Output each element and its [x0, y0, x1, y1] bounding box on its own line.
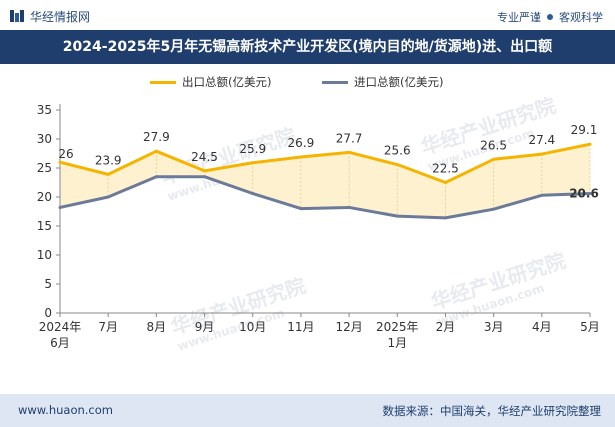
export-data-label: 27.7	[336, 131, 363, 145]
x-tick-label: 2025年	[376, 320, 419, 334]
legend-swatch-export	[150, 80, 176, 84]
x-tick-label: 12月	[335, 320, 362, 334]
export-data-label: 26.9	[288, 136, 315, 150]
export-data-label: 22.5	[432, 162, 459, 176]
import-series-line-point	[395, 214, 399, 218]
export-series-line-point	[347, 150, 351, 154]
x-tick-label: 11月	[287, 320, 314, 334]
y-tick-label: 15	[37, 219, 52, 233]
import-series-line-point	[347, 205, 351, 209]
x-tick-label: 1月	[387, 336, 407, 350]
legend-swatch-import	[322, 80, 348, 84]
title-bar: 2024-2025年5月年无锡高新技术产业开发区(境内目的地/货源地)进、出口额	[0, 30, 615, 64]
legend-label-export: 出口总额(亿美元)	[182, 75, 272, 89]
export-data-label: 29.1	[571, 123, 598, 137]
import-series-line-point	[492, 207, 496, 211]
y-tick-label: 30	[37, 132, 52, 146]
import-series-line-point	[154, 175, 158, 179]
x-tick-label: 3月	[484, 320, 504, 334]
export-series-line-point	[203, 169, 207, 173]
x-tick-label: 10月	[239, 320, 266, 334]
export-data-label: 23.9	[95, 153, 122, 167]
tagline-dot-icon	[547, 14, 553, 20]
import-series-line-point	[443, 216, 447, 220]
y-tick-label: 5	[44, 277, 52, 291]
tagline: 专业严谨 客观科学	[497, 9, 603, 25]
footer-website: www.huaon.com	[18, 403, 113, 417]
y-tick-label: 35	[37, 103, 52, 117]
x-tick-label: 7月	[98, 320, 118, 334]
export-series-line-point	[443, 181, 447, 184]
export-series-line-point	[395, 163, 399, 167]
legend: 出口总额(亿美元) 进口总额(亿美元)	[0, 74, 615, 92]
tagline-right: 客观科学	[559, 11, 603, 24]
export-series-line-point	[251, 161, 255, 165]
y-tick-label: 25	[37, 161, 52, 175]
import-series-line	[59, 175, 591, 220]
export-data-label: 24.5	[191, 150, 218, 164]
logo-text: 华经情报网	[30, 9, 91, 24]
export-series-line-point	[106, 172, 110, 176]
export-series-line-point	[588, 142, 592, 146]
import-series-line-point	[299, 207, 303, 211]
footer: www.huaon.com 数据来源：中国海关，华经产业研究院整理	[0, 394, 615, 427]
export-data-label: 25.6	[384, 144, 411, 158]
x-tick-label: 6月	[50, 336, 70, 350]
x-tick-label: 2月	[436, 320, 456, 334]
export-series-line-point	[154, 149, 158, 153]
import-series-line-point	[588, 192, 592, 196]
export-series-line-point	[492, 157, 496, 161]
export-series-line-point	[58, 160, 62, 164]
top-bar: 华经情报网 专业严谨 客观科学	[0, 0, 615, 30]
import-series-line-point	[540, 193, 544, 197]
import-series-line-point	[106, 195, 110, 199]
export-series-line-point	[299, 155, 303, 159]
x-tick-label: 2024年	[39, 320, 82, 334]
area-between-series	[60, 144, 590, 218]
legend-label-import: 进口总额(亿美元)	[354, 75, 444, 89]
footer-source: 数据来源：中国海关，华经产业研究院整理	[382, 404, 602, 418]
export-data-label: 27.4	[528, 133, 555, 147]
export-data-label: 26	[58, 147, 73, 161]
import-series-line-point	[203, 175, 207, 179]
x-tick-label: 5月	[580, 320, 600, 334]
export-series-line-point	[540, 152, 544, 156]
export-data-label: 27.9	[143, 130, 170, 144]
import-series-line-point	[251, 192, 255, 196]
y-tick-label: 10	[37, 248, 52, 262]
y-tick-label: 20	[37, 190, 52, 204]
tagline-left: 专业严谨	[497, 11, 541, 24]
export-data-label: 26.5	[480, 138, 507, 152]
line-chart: 0 5 10 15 20 25 30 35 2024年 6月 7月 8月 9月 10月 11月 12月 2025…	[37, 103, 600, 350]
export-data-label: 25.9	[239, 142, 266, 156]
chart-title: 2024-2025年5月年无锡高新技术产业开发区(境内目的地/货源地)进、出口额	[62, 39, 553, 55]
import-data-label: 20.6	[569, 187, 599, 201]
legend-item-export: 出口总额(亿美元)	[150, 74, 271, 90]
export-series-line	[59, 142, 591, 184]
x-tick-label: 4月	[532, 320, 552, 334]
y-tick-label: 0	[44, 306, 52, 320]
logo: 华经情报网	[10, 8, 90, 24]
x-tick-label: 8月	[147, 320, 167, 334]
legend-item-import: 进口总额(亿美元)	[322, 74, 443, 90]
logo-icon	[10, 10, 24, 22]
import-series-line-point	[58, 205, 62, 209]
x-tick-label: 9月	[195, 320, 215, 334]
